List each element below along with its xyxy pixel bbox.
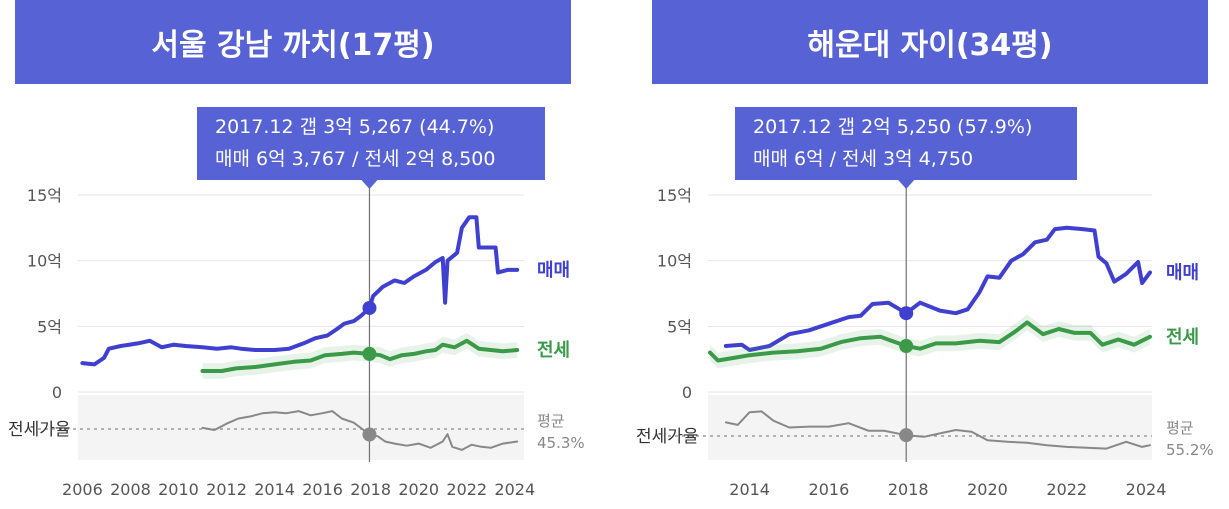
marker-point bbox=[362, 300, 377, 315]
y-tick-label: 10억 bbox=[657, 252, 692, 271]
x-tick-label: 2016 bbox=[809, 480, 850, 499]
x-tick-label: 2018 bbox=[350, 480, 391, 499]
callout-box bbox=[735, 107, 1077, 180]
jeonse-range-area bbox=[202, 332, 518, 379]
x-tick-label: 2022 bbox=[1046, 480, 1087, 499]
x-tick-label: 2012 bbox=[206, 480, 247, 499]
series-label: 매매 bbox=[537, 260, 570, 281]
callout-pointer bbox=[361, 180, 378, 189]
y-tick-label: 5억 bbox=[667, 317, 692, 336]
chart-panel-gangnam: 서울 강남 까치(17평) 15억 10억 5억 0 2006 2008 2010 2012 2… bbox=[0, 0, 614, 509]
ratio-series-line bbox=[724, 410, 1151, 450]
ratio-label: 전세가율 bbox=[636, 427, 699, 447]
series-label: 매매 bbox=[1166, 262, 1199, 283]
series-label: 전세 bbox=[1166, 327, 1199, 348]
average-value: 55.2% bbox=[1166, 441, 1214, 459]
x-tick-label: 2008 bbox=[110, 480, 151, 499]
y-tick-label: 10억 bbox=[27, 252, 62, 271]
ratio-band bbox=[708, 395, 1152, 460]
callout-box bbox=[197, 107, 545, 180]
y-tick-label: 5억 bbox=[37, 317, 62, 336]
x-tick-label: 2010 bbox=[158, 480, 199, 499]
sale-series-line bbox=[723, 225, 1152, 352]
y-tick-label: 0 bbox=[52, 383, 62, 402]
marker-point bbox=[362, 346, 377, 361]
x-tick-label: 2022 bbox=[446, 480, 487, 499]
marker-point bbox=[899, 339, 914, 354]
ratio-label: 전세가율 bbox=[8, 420, 71, 440]
marker-point bbox=[899, 428, 914, 443]
x-tick-label: 2006 bbox=[62, 480, 103, 499]
y-tick-label: 15억 bbox=[657, 186, 692, 205]
callout-line-1: 2017.12 갭 2억 5,250 (57.9%) bbox=[753, 116, 1032, 138]
x-tick-label: 2018 bbox=[888, 480, 929, 499]
average-label: 평균 bbox=[537, 412, 565, 430]
line-chart: 15억 10억 5억 0 2014 2016 2018 2020 2022 2024 매매전세전세가… bbox=[636, 107, 1214, 499]
callout-pointer bbox=[898, 180, 915, 189]
average-value: 45.3% bbox=[537, 434, 585, 452]
x-tick-label: 2024 bbox=[1126, 480, 1167, 499]
x-tick-label: 2020 bbox=[398, 480, 439, 499]
y-tick-label: 15억 bbox=[27, 186, 62, 205]
x-tick-label: 2024 bbox=[494, 480, 535, 499]
sale-series-line bbox=[80, 215, 520, 367]
line-chart: 15억 10억 5억 0 2006 2008 2010 2012 2014 2016 2018 202… bbox=[8, 107, 585, 499]
marker-point bbox=[362, 427, 377, 442]
callout-line-2: 매매 6억 3,767 / 전세 2억 8,500 bbox=[215, 148, 495, 170]
ratio-band bbox=[78, 395, 524, 460]
x-tick-label: 2014 bbox=[254, 480, 295, 499]
chart-panel-haeundae: 해운대 자이(34평) 15억 10억 5억 0 2014 2016 2018 2020 202… bbox=[614, 0, 1228, 509]
x-tick-label: 2014 bbox=[729, 480, 770, 499]
average-label: 평균 bbox=[1166, 419, 1194, 437]
marker-point bbox=[899, 306, 914, 321]
callout-line-2: 매매 6억 / 전세 3억 4,750 bbox=[753, 148, 973, 170]
jeonse-series-line bbox=[708, 320, 1152, 363]
callout-line-1: 2017.12 갭 3억 5,267 (44.7%) bbox=[215, 116, 494, 138]
y-tick-label: 0 bbox=[682, 383, 692, 402]
x-tick-label: 2020 bbox=[967, 480, 1008, 499]
series-label: 전세 bbox=[537, 340, 570, 361]
jeonse-series-line bbox=[200, 338, 520, 373]
chart-title: 서울 강남 까치(17평) bbox=[15, 0, 571, 84]
x-tick-label: 2016 bbox=[302, 480, 343, 499]
chart-title: 해운대 자이(34평) bbox=[652, 0, 1208, 84]
jeonse-range-area bbox=[710, 314, 1150, 369]
